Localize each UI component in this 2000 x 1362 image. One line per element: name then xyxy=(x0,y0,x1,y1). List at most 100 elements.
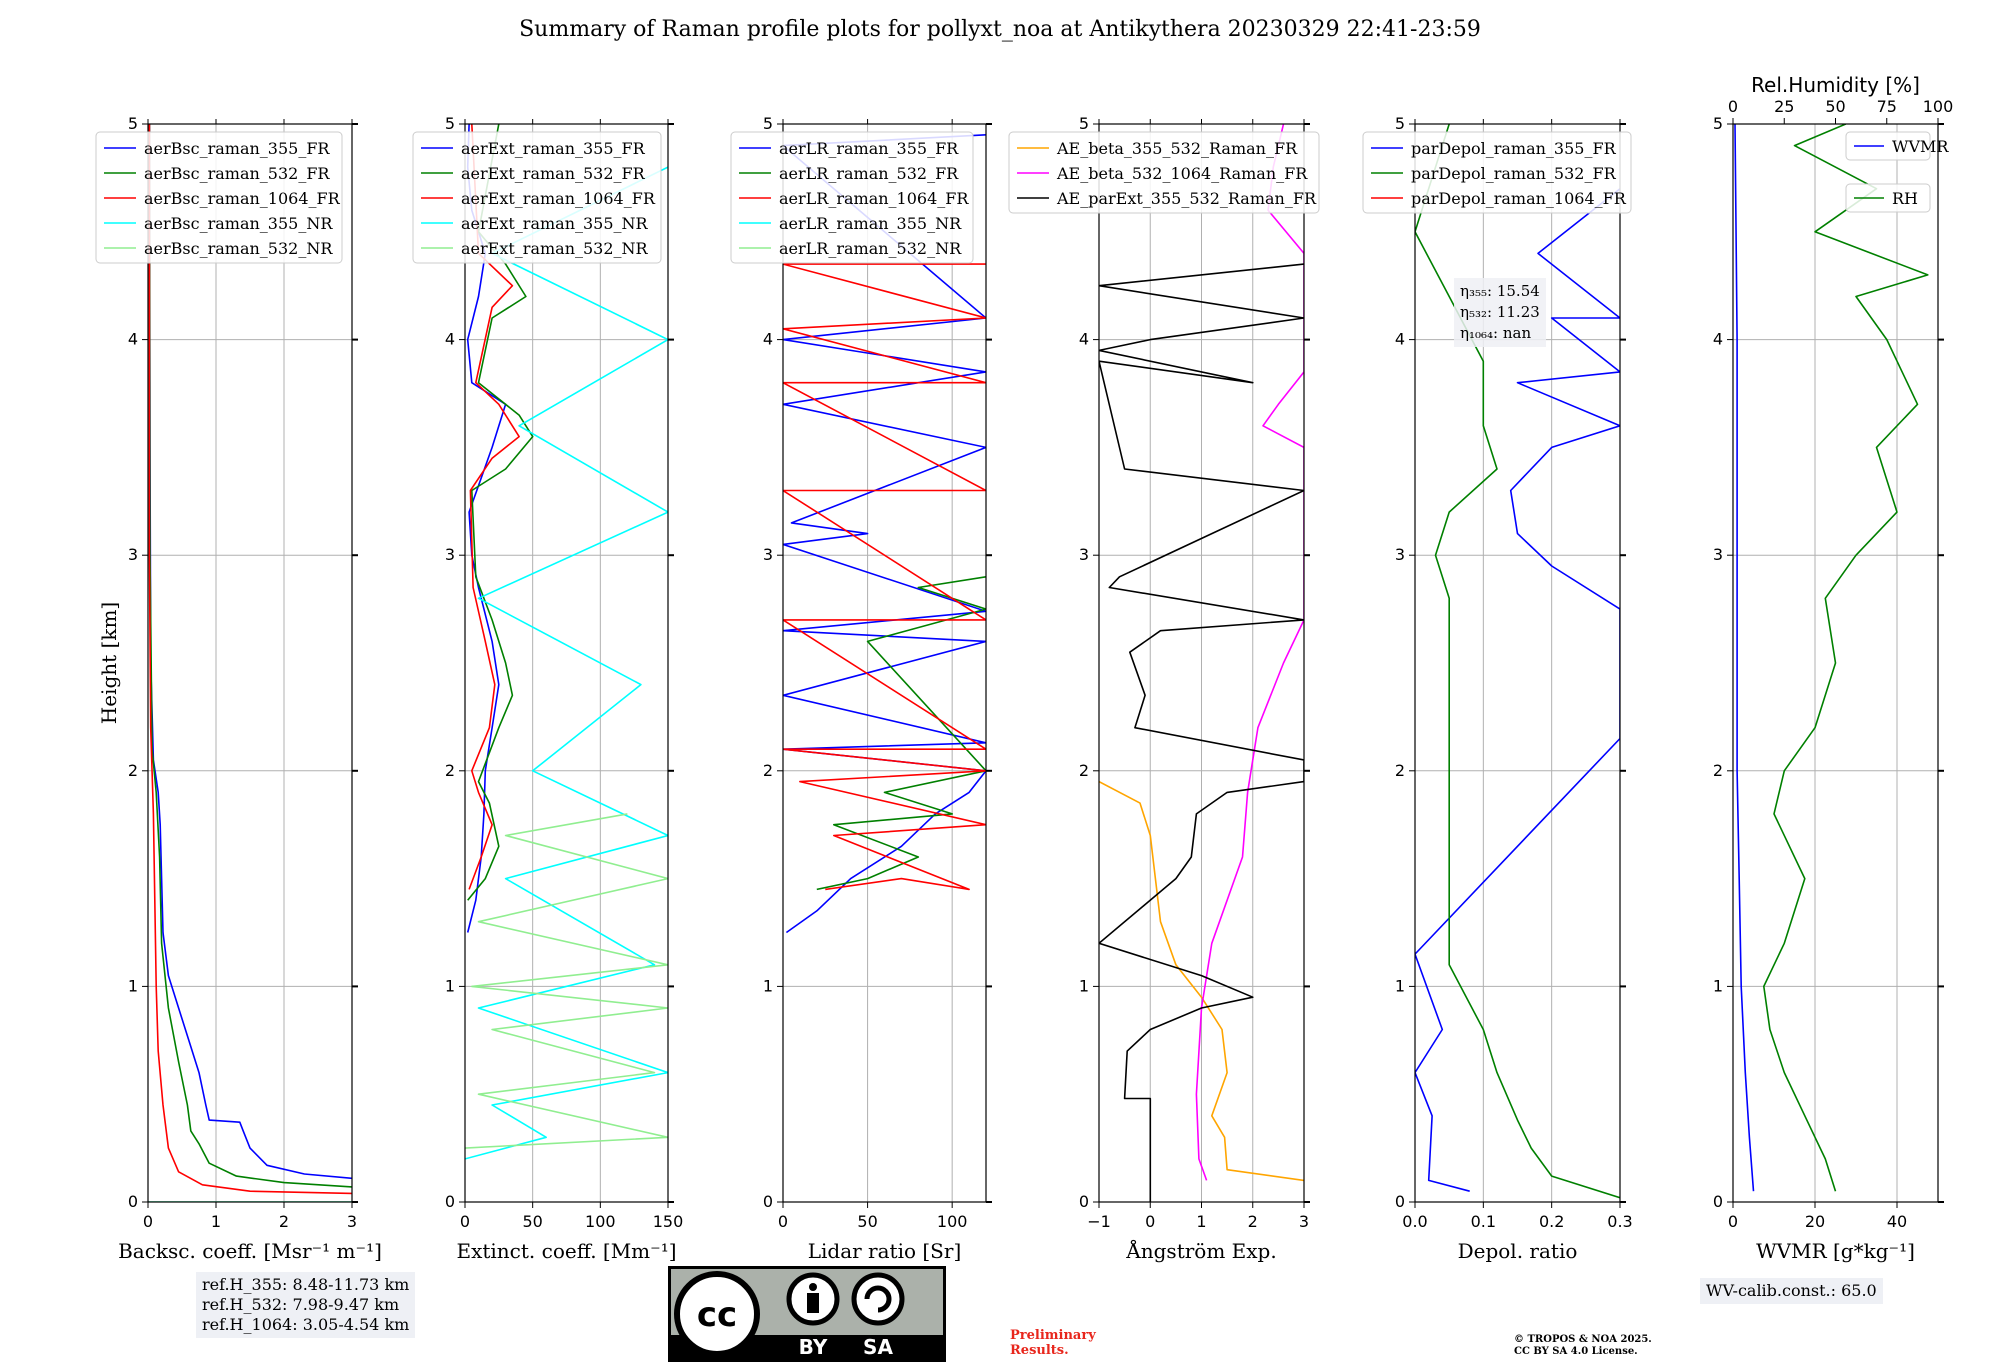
x-tick-label: 2 xyxy=(1248,1212,1258,1231)
y-tick-label: 4 xyxy=(1395,330,1405,349)
legend-label: aerLR_raman_355_FR xyxy=(779,139,959,158)
x-tick-label: 150 xyxy=(653,1212,684,1231)
x-axis-label: Extinct. coeff. [Mm⁻¹] xyxy=(456,1239,676,1263)
x-tick-label: 3 xyxy=(347,1212,357,1231)
x-tick-label: 0 xyxy=(460,1212,470,1231)
y-tick-label: 1 xyxy=(1395,976,1405,995)
x-axis-label: Backsc. coeff. [Msr⁻¹ m⁻¹] xyxy=(118,1239,382,1263)
x-tick-label: 1 xyxy=(211,1212,221,1231)
eta-532: η₅₃₂: 11.23 xyxy=(1460,303,1540,321)
legend-label: WVMR xyxy=(1892,137,1949,156)
legend-box xyxy=(730,131,974,264)
y-tick-label: 3 xyxy=(763,545,773,564)
y-tick-label: 5 xyxy=(128,114,138,133)
preliminary-line-2: Results. xyxy=(1010,1343,1069,1358)
top-x-tick-label: 50 xyxy=(1825,97,1845,116)
x-tick-label: 3 xyxy=(1299,1212,1309,1231)
legend-label: aerBsc_raman_532_NR xyxy=(144,239,333,258)
series-line-AE_beta_355_532_Raman_FR xyxy=(1099,780,1304,1182)
y-tick-label: 1 xyxy=(445,976,455,995)
panel-depol: 0.0 0.1 0.2 0.3 0 1 2 3 4 5 Depol. ratio parDepol_r… xyxy=(1362,114,1633,1263)
series-group xyxy=(783,134,986,934)
x-tick-label: 0 xyxy=(778,1212,788,1231)
series-group xyxy=(1099,124,1304,1202)
ref-height-box: ref.H_355: 8.48-11.73 km ref.H_532: 7.98… xyxy=(196,1272,416,1338)
y-tick-label: 0 xyxy=(763,1192,773,1211)
y-tick-label: 4 xyxy=(1079,330,1089,349)
top-x-tick-label: 100 xyxy=(1923,97,1954,116)
x-axis-label: Ångström Exp. xyxy=(1125,1238,1276,1263)
cc-logo-icon xyxy=(674,1271,760,1357)
y-tick-label: 5 xyxy=(763,114,773,133)
x-tick-label: 0 xyxy=(1145,1212,1155,1231)
legend-label: AE_beta_532_1064_Raman_FR xyxy=(1056,164,1308,183)
series-line-WVMR xyxy=(1734,124,1755,1192)
legend-label: AE_parExt_355_532_Raman_FR xyxy=(1056,189,1317,208)
panel-backscatter: 0 1 2 3 0 1 2 3 4 5 Backsc. coeff. [Msr⁻¹ m⁻¹] Heig… xyxy=(95,114,382,1263)
legend-label: aerLR_raman_1064_FR xyxy=(779,189,969,208)
legend-label: aerBsc_raman_1064_FR xyxy=(144,189,341,208)
x-tick-label: 20 xyxy=(1805,1212,1825,1231)
eta-355: η₃₅₅: 15.54 xyxy=(1460,282,1540,300)
y-tick-label: 2 xyxy=(1079,761,1089,780)
top-x-tick-label: 0 xyxy=(1728,97,1738,116)
sa-share-icon xyxy=(851,1272,905,1326)
legend-label: parDepol_raman_532_FR xyxy=(1411,164,1617,183)
x-tick-label: 0.1 xyxy=(1471,1212,1496,1231)
series-line-aerLR_raman_1064_FR xyxy=(783,263,986,891)
cc-license-badge: cc BY SA xyxy=(668,1266,946,1362)
y-tick-label: 0 xyxy=(128,1192,138,1211)
legend-label: AE_beta_355_532_Raman_FR xyxy=(1056,139,1298,158)
legend-label: aerExt_raman_532_FR xyxy=(461,164,646,183)
y-tick-label: 5 xyxy=(1079,114,1089,133)
sa-arrow-icon xyxy=(864,1285,892,1313)
y-tick-label: 3 xyxy=(1395,545,1405,564)
y-tick-label: 1 xyxy=(763,976,773,995)
series-line-aerExt_raman_532_NR xyxy=(465,813,668,1149)
x-tick-label: 100 xyxy=(937,1212,968,1231)
legend-box xyxy=(1362,131,1632,214)
ref-height-532: ref.H_532: 7.98-9.47 km xyxy=(202,1295,400,1314)
top-x-tick-label: 75 xyxy=(1877,97,1897,116)
x-tick-label: 0.3 xyxy=(1607,1212,1632,1231)
x-tick-label: 50 xyxy=(522,1212,542,1231)
y-tick-label: 5 xyxy=(1713,114,1723,133)
x-tick-label: 0.2 xyxy=(1539,1212,1564,1231)
x-axis-label: Depol. ratio xyxy=(1458,1239,1578,1263)
y-tick-label: 3 xyxy=(445,545,455,564)
series-group xyxy=(465,124,668,1160)
series-group xyxy=(1734,124,1929,1192)
x-axis-label: Lidar ratio [Sr] xyxy=(808,1239,962,1263)
x-tick-label: 0 xyxy=(1728,1212,1738,1231)
series-line-parDepol_raman_355_FR xyxy=(1415,188,1620,1192)
series-line-aerExt_raman_532_FR xyxy=(467,124,534,901)
y-axis-label: Height [km] xyxy=(97,602,121,724)
legend-label: aerLR_raman_355_NR xyxy=(779,214,962,233)
sa-label: SA xyxy=(863,1335,893,1359)
legend-label: aerLR_raman_532_NR xyxy=(779,239,962,258)
series-line-AE_parExt_355_532_Raman_FR xyxy=(1099,263,1304,1202)
series-line-aerBsc_raman_1064_FR xyxy=(148,124,352,1195)
series-line-aerBsc_raman_355_FR xyxy=(148,124,352,1180)
y-tick-label: 4 xyxy=(128,330,138,349)
legend-label: aerExt_raman_355_NR xyxy=(461,214,649,233)
wv-calib-box: WV-calib.const.: 65.0 xyxy=(1700,1278,1883,1304)
series-group xyxy=(1415,124,1620,1199)
y-tick-label: 4 xyxy=(1713,330,1723,349)
series-group xyxy=(148,124,352,1202)
legend-label: aerBsc_raman_355_FR xyxy=(144,139,330,158)
series-line-aerExt_raman_355_NR xyxy=(465,166,668,1160)
y-tick-label: 0 xyxy=(1713,1192,1723,1211)
y-tick-label: 4 xyxy=(445,330,455,349)
y-tick-label: 0 xyxy=(445,1192,455,1211)
legend-label: RH xyxy=(1892,189,1918,208)
series-line-RH xyxy=(1763,124,1929,1192)
y-tick-label: 3 xyxy=(1079,545,1089,564)
y-tick-label: 2 xyxy=(128,761,138,780)
y-tick-label: 2 xyxy=(1713,761,1723,780)
y-tick-label: 5 xyxy=(1395,114,1405,133)
legend-label: aerBsc_raman_532_FR xyxy=(144,164,330,183)
preliminary-line-1: Preliminary xyxy=(1010,1328,1096,1343)
